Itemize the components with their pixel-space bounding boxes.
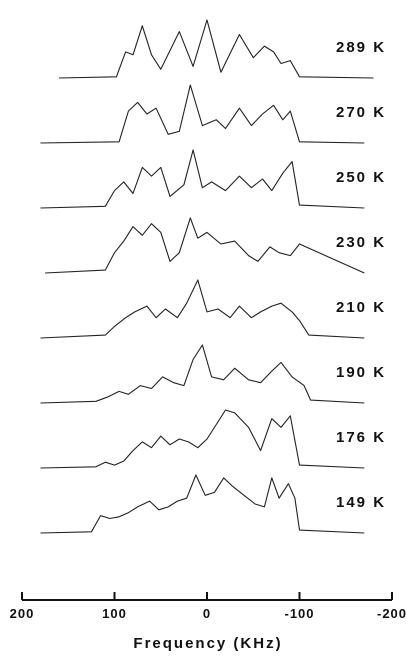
temperature-label: 270 K	[336, 104, 386, 121]
temperature-label: 250 K	[336, 169, 386, 186]
x-axis-ticks: 200 100 0 -100 -200	[10, 592, 406, 621]
temperature-labels: 289 K 270 K 250 K 230 K 210 K 190 K 176 K 149 K	[336, 39, 386, 511]
temperature-label: 190 K	[336, 364, 386, 381]
x-axis-tick-label: 200	[10, 606, 35, 621]
temperature-label: 176 K	[336, 429, 386, 446]
x-axis-tick-label: 100	[102, 606, 127, 621]
x-axis: 200 100 0 -100 -200	[10, 592, 406, 621]
spectrum-trace-289k	[58, 19, 374, 79]
x-axis-tick-label: -100	[284, 606, 314, 621]
spectrum-trace-270k	[40, 84, 365, 144]
x-axis-title: Frequency (KHz)	[133, 635, 282, 652]
x-axis-tick-label: 0	[203, 606, 211, 621]
temperature-label: 149 K	[336, 494, 386, 511]
x-axis-tick-label: -200	[377, 606, 406, 621]
spectrum-trace-176k	[40, 409, 365, 469]
spectrum-traces	[40, 19, 374, 534]
temperature-label: 289 K	[336, 39, 386, 56]
spectrum-trace-250k	[40, 149, 365, 209]
spectrum-trace-149k	[40, 474, 365, 534]
spectrum-trace-190k	[40, 344, 365, 404]
temperature-label: 230 K	[336, 234, 386, 251]
spectrum-trace-230k	[45, 217, 365, 274]
temperature-label: 210 K	[336, 299, 386, 316]
spectrum-trace-210k	[40, 279, 365, 339]
